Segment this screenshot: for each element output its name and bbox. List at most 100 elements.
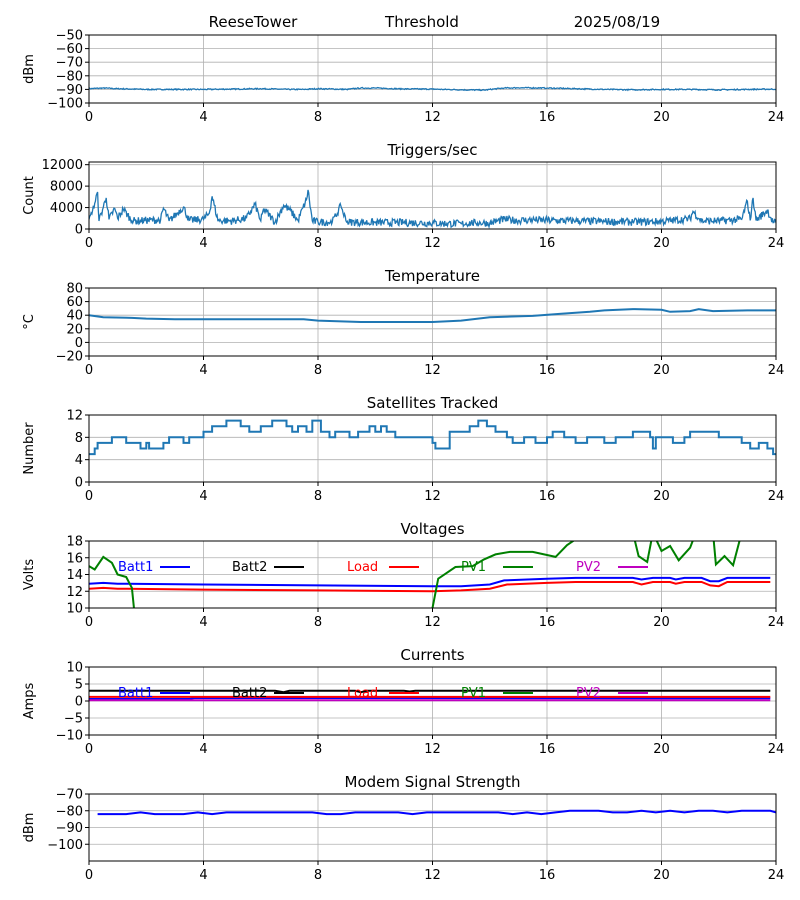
series-line-batt1 xyxy=(89,576,771,588)
x-tick-label: 4 xyxy=(199,742,207,757)
x-tick-label: 8 xyxy=(314,615,322,630)
legend-label: PV2 xyxy=(576,686,601,701)
legend-label: Batt2 xyxy=(232,686,267,701)
y-tick-label: 10 xyxy=(66,602,83,617)
panel-6: 0 4 8 12 16 20 24 −100 −90 −80−70 Modem Signal Str… xyxy=(22,773,784,883)
series-line-threshold xyxy=(89,86,776,92)
x-tick-label: 12 xyxy=(424,489,441,504)
y-axis-label: Amps xyxy=(22,682,37,719)
x-tick-label: 20 xyxy=(653,868,670,883)
x-tick-label: 16 xyxy=(539,236,556,251)
y-tick-label: −5 xyxy=(64,712,83,727)
x-tick-label: 0 xyxy=(85,489,93,504)
y-tick-label: −80 xyxy=(56,804,83,819)
y-tick-label: 40 xyxy=(66,309,83,324)
x-tick-label: 12 xyxy=(424,363,441,378)
x-tick-label: 24 xyxy=(768,236,785,251)
series-line-triggers xyxy=(89,189,776,229)
series-line-temperature xyxy=(89,308,776,323)
x-tick-label: 8 xyxy=(314,742,322,757)
axes-frame xyxy=(88,666,777,736)
y-tick-label: 0 xyxy=(75,336,83,351)
x-tick-label: 8 xyxy=(314,236,322,251)
y-tick-label: 12 xyxy=(66,409,83,424)
y-tick-label: 14 xyxy=(66,568,83,583)
series-line-modem xyxy=(97,809,776,816)
y-axis-label: Number xyxy=(22,422,37,475)
legend-label: Batt1 xyxy=(118,686,153,701)
series-line-batt1 xyxy=(89,696,771,700)
series-line-pv1b xyxy=(431,541,741,608)
x-tick-label: 20 xyxy=(653,742,670,757)
y-tick-label: 0 xyxy=(75,695,83,710)
x-tick-label: 4 xyxy=(199,868,207,883)
series-line-satellites xyxy=(89,419,776,456)
y-axis-label: dBm xyxy=(22,54,37,84)
series-line-load xyxy=(89,581,771,593)
legend-label: PV1 xyxy=(461,686,486,701)
x-tick-label: 20 xyxy=(653,615,670,630)
y-tick-label: −50 xyxy=(56,29,83,44)
y-tick-label: 4000 xyxy=(50,201,83,216)
y-tick-label: −10 xyxy=(56,729,83,744)
axes-frame xyxy=(88,540,777,609)
panel-0: 0 4 8 12 16 20 24 −100−90−80−70−60−50 dBm xyxy=(22,29,784,126)
y-tick-label: −70 xyxy=(56,788,83,803)
x-tick-label: 4 xyxy=(199,110,207,125)
x-tick-label: 0 xyxy=(85,363,93,378)
legend-label: Batt2 xyxy=(232,560,267,575)
y-tick-label: −60 xyxy=(56,42,83,57)
x-tick-label: 24 xyxy=(768,363,785,378)
y-tick-label: 10 xyxy=(66,661,83,676)
y-tick-label: 20 xyxy=(66,322,83,337)
header-mode: Threshold xyxy=(384,13,459,31)
x-tick-label: 20 xyxy=(653,489,670,504)
x-tick-label: 4 xyxy=(199,615,207,630)
y-tick-label: 16 xyxy=(66,551,83,566)
x-tick-label: 16 xyxy=(539,742,556,757)
y-tick-label: −20 xyxy=(56,350,83,365)
y-tick-label: −100 xyxy=(47,97,83,112)
x-tick-label: 12 xyxy=(424,742,441,757)
legend-label: PV2 xyxy=(576,560,601,575)
y-axis-label: °C xyxy=(22,314,37,330)
panel-title: Voltages xyxy=(400,520,464,538)
y-tick-label: 4 xyxy=(75,453,83,468)
panel-title: Currents xyxy=(400,646,464,664)
x-tick-label: 12 xyxy=(424,868,441,883)
legend-label: Load xyxy=(347,560,378,575)
legend-label: PV1 xyxy=(461,560,486,575)
y-tick-label: −80 xyxy=(56,69,83,84)
axes-frame xyxy=(88,414,777,483)
x-tick-label: 24 xyxy=(768,489,785,504)
series-line-batt2 xyxy=(89,689,771,694)
y-tick-label: 8000 xyxy=(50,180,83,195)
y-tick-label: 12 xyxy=(66,585,83,600)
x-tick-label: 16 xyxy=(539,363,556,378)
x-tick-label: 24 xyxy=(768,110,785,125)
axes-frame xyxy=(88,287,777,357)
x-tick-label: 16 xyxy=(539,489,556,504)
y-tick-label: −100 xyxy=(47,838,83,853)
x-tick-label: 0 xyxy=(85,868,93,883)
y-tick-label: 80 xyxy=(66,282,83,297)
x-tick-label: 0 xyxy=(85,742,93,757)
header-station: ReeseTower xyxy=(209,13,299,31)
x-tick-label: 8 xyxy=(314,868,322,883)
panel-title: Temperature xyxy=(384,267,480,285)
panel-title: Triggers/sec xyxy=(387,141,478,159)
x-tick-label: 24 xyxy=(768,868,785,883)
legend-label: Load xyxy=(347,686,378,701)
x-tick-label: 20 xyxy=(653,110,670,125)
axes-frame xyxy=(88,34,777,104)
x-tick-label: 24 xyxy=(768,615,785,630)
panel-title: Satellites Tracked xyxy=(367,394,498,412)
y-tick-label: 0 xyxy=(75,476,83,491)
legend-label: Batt1 xyxy=(118,560,153,575)
panel-3: 0 4 8 12 16 20 24 0 4 8 12 Satellites Tracked Number xyxy=(22,394,784,504)
axes-frame xyxy=(88,793,777,862)
